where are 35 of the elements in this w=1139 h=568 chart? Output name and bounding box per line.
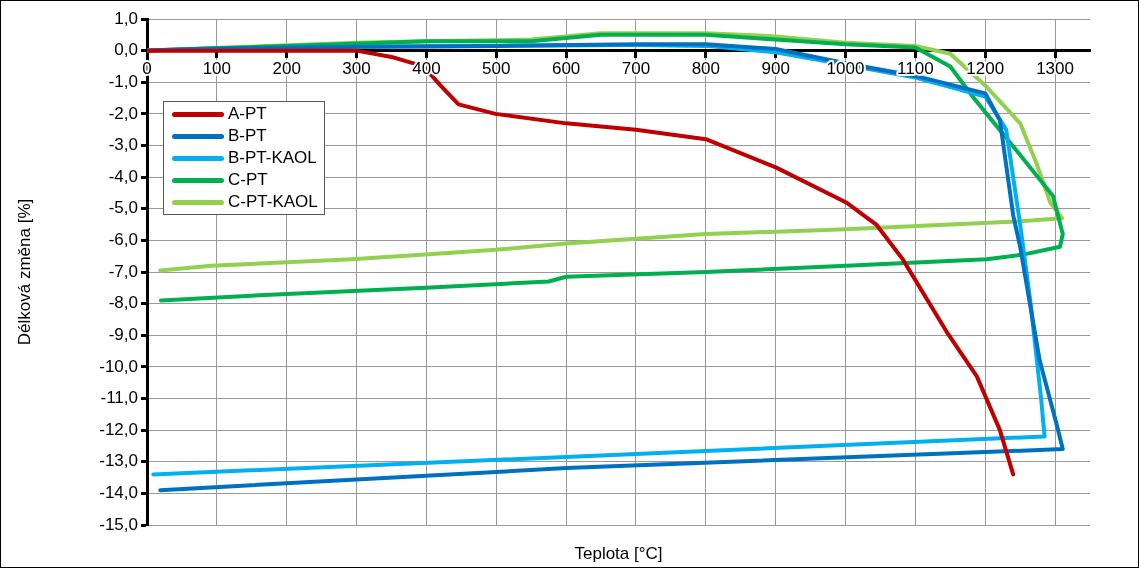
x-tick-label: 900 <box>761 58 790 78</box>
x-tick-label: 800 <box>691 58 720 78</box>
legend-label: B-PT <box>228 125 267 148</box>
y-tick-label: -8,0 <box>108 293 138 313</box>
x-tick-label: 700 <box>621 58 651 78</box>
y-tick-label: -10,0 <box>99 356 138 376</box>
y-tick-label: 0,0 <box>114 40 138 60</box>
y-tick-label: 1,0 <box>114 8 138 28</box>
legend-label: A-PT <box>228 103 267 126</box>
y-tick-label: -15,0 <box>99 514 138 534</box>
y-tick-label: -14,0 <box>99 483 138 503</box>
x-tick-label: 1100 <box>897 58 934 78</box>
y-tick-label: -9,0 <box>108 324 138 344</box>
legend-label: C-PT <box>228 169 268 192</box>
legend-label: B-PT-KAOL <box>228 147 317 170</box>
x-tick-label: 200 <box>272 58 301 78</box>
x-axis-title: Teplota [°C] <box>574 544 663 564</box>
x-tick-label: 600 <box>551 58 581 78</box>
y-tick-label: -13,0 <box>99 451 138 471</box>
y-tick-label: -6,0 <box>108 230 138 250</box>
y-tick-label: -2,0 <box>108 103 138 123</box>
y-axis-title: Délková změna [%] <box>14 198 34 346</box>
x-tick-label: 100 <box>202 58 232 78</box>
x-tick-label: 300 <box>342 58 371 78</box>
legend-label: C-PT-KAOL <box>228 191 318 214</box>
y-tick-label: -4,0 <box>108 166 138 186</box>
y-tick-label: -3,0 <box>108 135 138 155</box>
y-tick-label: -12,0 <box>99 419 138 439</box>
y-tick-label: -7,0 <box>108 261 138 281</box>
y-tick-label: -11,0 <box>100 388 138 408</box>
y-tick-label: -5,0 <box>108 198 138 218</box>
x-tick-label: 1300 <box>1036 58 1074 78</box>
y-tick-label: -1,0 <box>108 71 138 91</box>
x-tick-label: 1200 <box>966 58 1005 78</box>
x-tick-label: 500 <box>482 58 511 78</box>
